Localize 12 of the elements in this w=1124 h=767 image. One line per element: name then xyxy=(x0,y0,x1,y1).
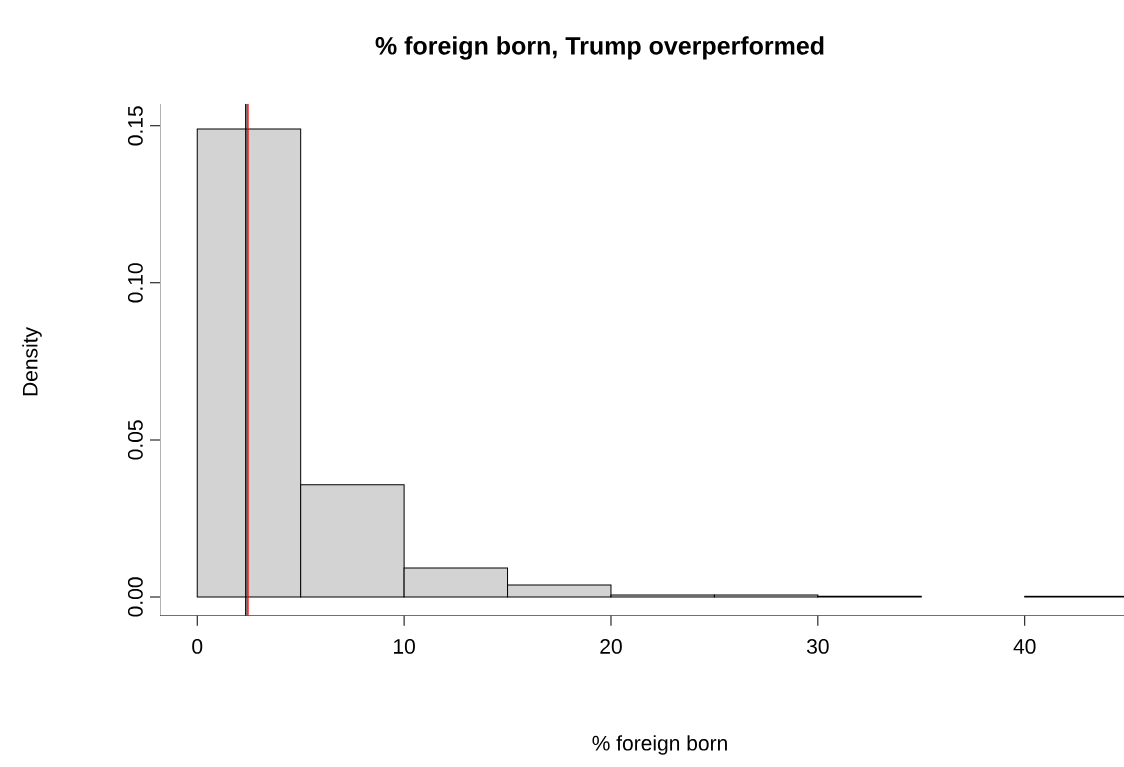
y-tick-label: 0.15 xyxy=(127,106,143,146)
y-tick-label: 0.00 xyxy=(127,577,143,617)
x-tick-label: 10 xyxy=(394,638,415,654)
x-axis-title: % foreign born xyxy=(592,735,727,755)
x-tick-label: 30 xyxy=(806,638,829,654)
x-tick-label: 0 xyxy=(192,638,203,654)
x-tick-label: 40 xyxy=(1013,638,1036,654)
y-axis-title: Density xyxy=(22,327,42,396)
y-tick-label: 0.05 xyxy=(127,420,143,460)
chart-title: % foreign born, Trump overperformed xyxy=(375,36,824,60)
x-tick-label: 20 xyxy=(600,638,622,654)
y-tick-label: 0.10 xyxy=(127,263,143,303)
